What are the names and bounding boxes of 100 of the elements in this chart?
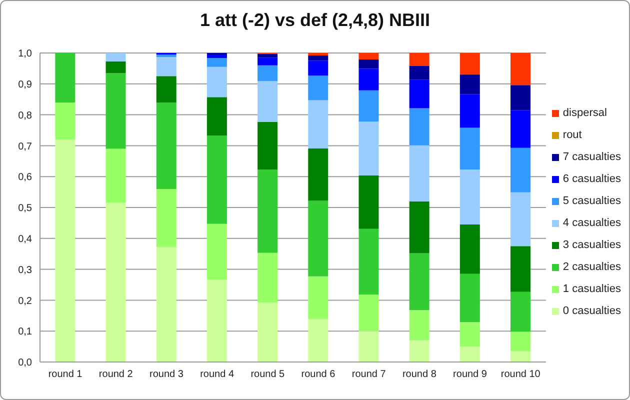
bar (358, 53, 379, 60)
bar (55, 53, 76, 102)
legend-label: 2 casualties (562, 261, 621, 273)
x-tick-label: round 8 (402, 369, 437, 380)
bar (358, 294, 379, 332)
x-tick-label: round 10 (500, 369, 541, 380)
chart-title: 1 att (-2) vs def (2,4,8) NBIII (198, 10, 432, 31)
bar (106, 73, 126, 149)
bar (156, 188, 176, 248)
bar (258, 58, 278, 66)
bar (510, 148, 530, 192)
bar (308, 100, 328, 148)
bar (460, 128, 480, 170)
y-tick-label: 1,0 (18, 48, 32, 60)
x-tick-label: round 7 (352, 369, 386, 380)
bar (409, 108, 430, 146)
bar (206, 97, 227, 136)
bar (358, 122, 379, 176)
bar (358, 68, 379, 90)
y-tick-label: 0,4 (18, 234, 32, 245)
bar (409, 340, 430, 362)
bar (55, 102, 76, 140)
bar (258, 81, 278, 122)
bar (308, 148, 328, 201)
y-tick-label: 0,2 (18, 296, 32, 307)
bar (106, 61, 126, 74)
bar (206, 224, 227, 280)
legend-label: 5 casualties (562, 195, 621, 207)
bar (460, 274, 480, 322)
bar (156, 247, 176, 362)
x-tick-label: round 2 (98, 369, 134, 380)
bar (206, 66, 227, 98)
y-tick-label: 0,3 (18, 264, 32, 276)
bar (206, 279, 227, 362)
legend-label: 7 casualties (562, 151, 621, 163)
bar (156, 54, 176, 58)
bar (510, 246, 530, 292)
bar (409, 53, 430, 66)
bar (308, 60, 328, 76)
bar (206, 54, 227, 58)
bar (409, 310, 430, 340)
y-tick-label: 0,5 (18, 203, 32, 214)
bar (258, 65, 278, 82)
bar (258, 302, 278, 362)
bar (258, 252, 278, 303)
bar (510, 351, 530, 362)
bar (510, 85, 530, 110)
legend-label: 6 casualties (562, 173, 621, 185)
x-tick-label: round 9 (453, 369, 488, 380)
bar (409, 253, 430, 310)
bar (106, 148, 126, 203)
bar (206, 58, 227, 67)
bar (156, 102, 176, 189)
y-tick-label: 0,1 (18, 326, 32, 338)
legend-label: 0 casualties (562, 305, 621, 317)
y-tick-label: 0,9 (18, 79, 32, 90)
bar (460, 169, 480, 224)
legend-label: 3 casualties (562, 239, 621, 251)
bar (55, 140, 76, 362)
bar (358, 90, 379, 122)
legend-label: rout (562, 129, 582, 141)
legend-label: 4 casualties (562, 217, 621, 229)
y-tick-label: 0,7 (18, 141, 32, 152)
y-tick-label: 0,0 (18, 358, 32, 369)
bar (460, 53, 480, 74)
bar (308, 55, 328, 61)
bar (409, 80, 430, 108)
bar (409, 201, 430, 254)
bar (258, 169, 278, 253)
legend-label: dispersal (562, 107, 607, 119)
legend-label: 1 casualties (562, 283, 621, 295)
bar (258, 122, 278, 170)
x-tick-label: round 5 (250, 369, 286, 380)
x-tick-label: round 4 (200, 369, 234, 380)
bar (308, 319, 328, 362)
bar (156, 57, 176, 76)
x-tick-label: round 3 (150, 369, 184, 380)
bar (460, 74, 480, 94)
bar (510, 53, 530, 86)
bar (358, 59, 379, 69)
bar (460, 346, 480, 362)
bar (409, 145, 430, 202)
bar (510, 110, 530, 148)
bar (106, 202, 126, 362)
bar (358, 175, 379, 229)
bar (206, 136, 227, 224)
bar (510, 332, 530, 352)
y-tick-label: 0,6 (18, 172, 32, 184)
bar (460, 322, 480, 347)
x-tick-label: round 6 (301, 369, 336, 380)
bar (460, 224, 480, 274)
x-tick-label: round 1 (48, 369, 83, 380)
y-tick-label: 0,8 (18, 110, 32, 122)
bar (358, 331, 379, 362)
bar (358, 228, 379, 295)
bar (308, 276, 328, 320)
bar (409, 66, 430, 80)
bar (460, 94, 480, 128)
bar (308, 76, 328, 100)
bar (106, 53, 126, 62)
